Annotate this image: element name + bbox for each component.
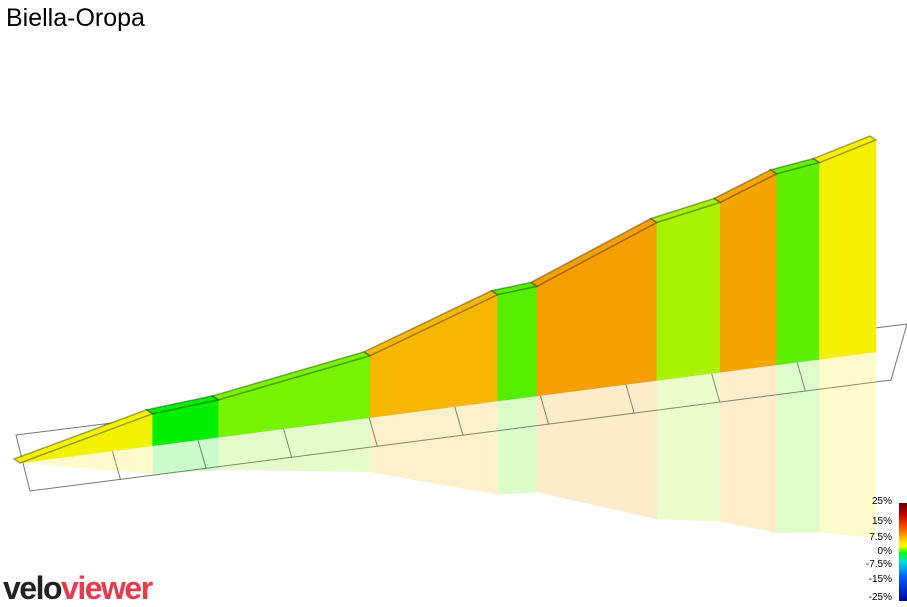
segment-reflection xyxy=(370,401,498,495)
profile-reflection xyxy=(20,352,876,539)
segment-reflection xyxy=(720,364,777,534)
gradient-segment xyxy=(719,173,777,373)
gradient-color-legend: 25% 15% 7.5% 0% -7.5% -15% -25% xyxy=(860,496,907,606)
gradient-segment xyxy=(369,294,498,418)
legend-label: 15% xyxy=(871,516,892,527)
segment-reflection xyxy=(152,437,219,475)
segment-reflection xyxy=(537,380,657,520)
legend-label: 0% xyxy=(877,546,892,557)
segment-reflection xyxy=(20,445,153,475)
segment-reflection xyxy=(497,395,538,495)
segment-reflection xyxy=(776,359,820,534)
gradient-segment xyxy=(497,286,538,402)
gradient-segment xyxy=(819,139,877,360)
profile-top-edge xyxy=(12,135,878,464)
gradient-segment xyxy=(656,202,721,381)
logo-part-velo: velo xyxy=(3,570,63,606)
legend-label: -25% xyxy=(868,592,892,603)
gradient-segment xyxy=(776,162,820,366)
segment-top-edge xyxy=(811,135,878,164)
veloviewer-logo: veloviewer xyxy=(3,570,153,607)
segment-reflection xyxy=(819,352,876,539)
legend-label: -15% xyxy=(868,574,892,585)
segment-reflection xyxy=(218,417,371,473)
logo-part-viewer: viewer xyxy=(61,570,153,606)
segment-reflection xyxy=(656,372,721,522)
chart-title: Biella-Oropa xyxy=(6,4,145,32)
legend-color-bar xyxy=(899,503,907,601)
legend-label: 7.5% xyxy=(869,532,892,543)
legend-label: 25% xyxy=(871,496,892,507)
legend-label: -7.5% xyxy=(865,559,892,570)
